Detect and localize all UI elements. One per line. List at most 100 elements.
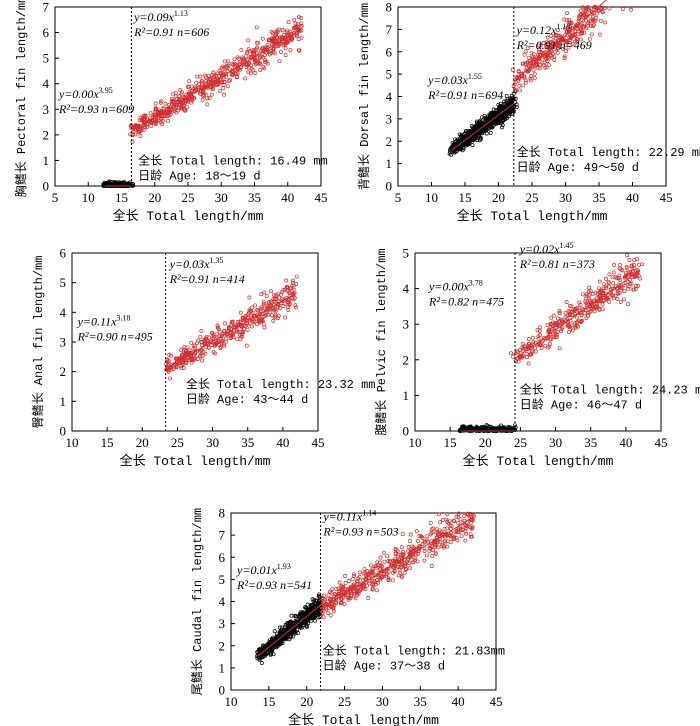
point-late <box>185 351 190 355</box>
point-late <box>322 603 327 608</box>
point-late <box>381 572 386 576</box>
point-late <box>555 320 560 325</box>
point-early <box>289 623 294 628</box>
point-late <box>297 15 301 20</box>
note-total-length: 全长 Total length: 21.83mm <box>323 643 505 659</box>
point-late <box>531 67 536 72</box>
point-late <box>626 302 630 307</box>
point-late <box>466 523 471 528</box>
point-late <box>186 84 190 89</box>
point-late <box>523 80 528 85</box>
point-late <box>537 43 541 48</box>
point-late <box>240 55 245 60</box>
point-late <box>540 57 545 62</box>
x-tick-label: 45 <box>315 190 328 205</box>
point-late <box>235 328 239 333</box>
point-late <box>578 27 582 32</box>
formula-early-equation: y=0.00x3.95 <box>58 86 113 101</box>
point-early <box>506 425 511 429</box>
y-tick-label: 3 <box>386 111 393 126</box>
point-late <box>529 350 534 355</box>
point-late <box>469 534 474 539</box>
point-late <box>282 33 286 37</box>
point-late <box>249 66 254 71</box>
point-late <box>545 42 550 47</box>
point-late <box>251 49 255 54</box>
point-late <box>321 593 326 598</box>
point-early <box>269 651 273 656</box>
point-late <box>259 292 264 297</box>
point-late <box>617 263 622 267</box>
point-late <box>283 287 287 292</box>
point-late <box>552 49 557 54</box>
point-early <box>289 613 294 618</box>
point-late <box>579 319 584 324</box>
point-late <box>440 517 445 522</box>
x-tick-label: 20 <box>300 694 313 709</box>
point-late <box>382 550 387 555</box>
formula-early-stats: R²=0.82 n=475 <box>428 294 504 308</box>
formula-early-stats: R²=0.93 n=541 <box>236 578 312 592</box>
point-late <box>413 557 418 562</box>
point-late <box>193 351 198 356</box>
point-early <box>468 129 473 134</box>
x-tick-label: 15 <box>444 435 457 450</box>
point-late <box>636 283 641 288</box>
point-early <box>479 120 484 125</box>
point-late <box>169 353 173 358</box>
point-late <box>603 20 608 25</box>
point-early <box>471 137 476 142</box>
point-late <box>532 76 537 81</box>
point-late <box>200 343 204 347</box>
point-late <box>511 354 516 359</box>
point-late <box>545 345 550 350</box>
point-late <box>565 18 570 23</box>
point-late <box>598 290 603 295</box>
point-late <box>213 351 218 356</box>
y-tick-label: 6 <box>43 25 50 40</box>
point-late <box>538 43 543 48</box>
point-late <box>374 578 379 583</box>
point-late <box>550 327 555 332</box>
point-late <box>220 79 225 84</box>
x-tick-label: 10 <box>409 435 422 450</box>
point-late <box>219 339 224 344</box>
point-late <box>265 61 270 66</box>
x-tick-label: 40 <box>452 694 465 709</box>
point-late <box>551 313 556 318</box>
point-late <box>442 544 447 548</box>
point-late <box>524 351 529 356</box>
point-late <box>211 86 216 91</box>
point-early <box>479 426 484 431</box>
point-late <box>445 544 450 549</box>
point-early <box>271 635 275 640</box>
point-late <box>261 55 266 60</box>
point-late <box>271 318 276 323</box>
point-late <box>174 97 179 101</box>
x-tick-label: 35 <box>584 435 597 450</box>
point-late <box>198 74 203 79</box>
point-late <box>446 533 451 538</box>
point-early <box>315 609 320 614</box>
point-late <box>456 527 461 532</box>
x-tick-label: 15 <box>115 190 128 205</box>
point-late <box>280 296 285 301</box>
x-tick-label: 10 <box>82 190 95 205</box>
point-early <box>459 146 464 151</box>
point-late <box>222 59 227 64</box>
point-late <box>341 595 346 600</box>
point-late <box>543 343 548 348</box>
point-late <box>239 47 244 52</box>
point-early <box>310 597 315 602</box>
point-late <box>167 359 172 364</box>
point-late <box>235 337 240 342</box>
y-tick-label: 1 <box>60 394 67 409</box>
point-late <box>267 303 272 308</box>
point-late <box>600 10 605 15</box>
point-late <box>448 540 453 544</box>
point-late <box>546 62 551 67</box>
point-late <box>130 133 135 138</box>
point-late <box>629 281 634 286</box>
point-late <box>337 589 342 594</box>
point-late <box>587 298 592 303</box>
